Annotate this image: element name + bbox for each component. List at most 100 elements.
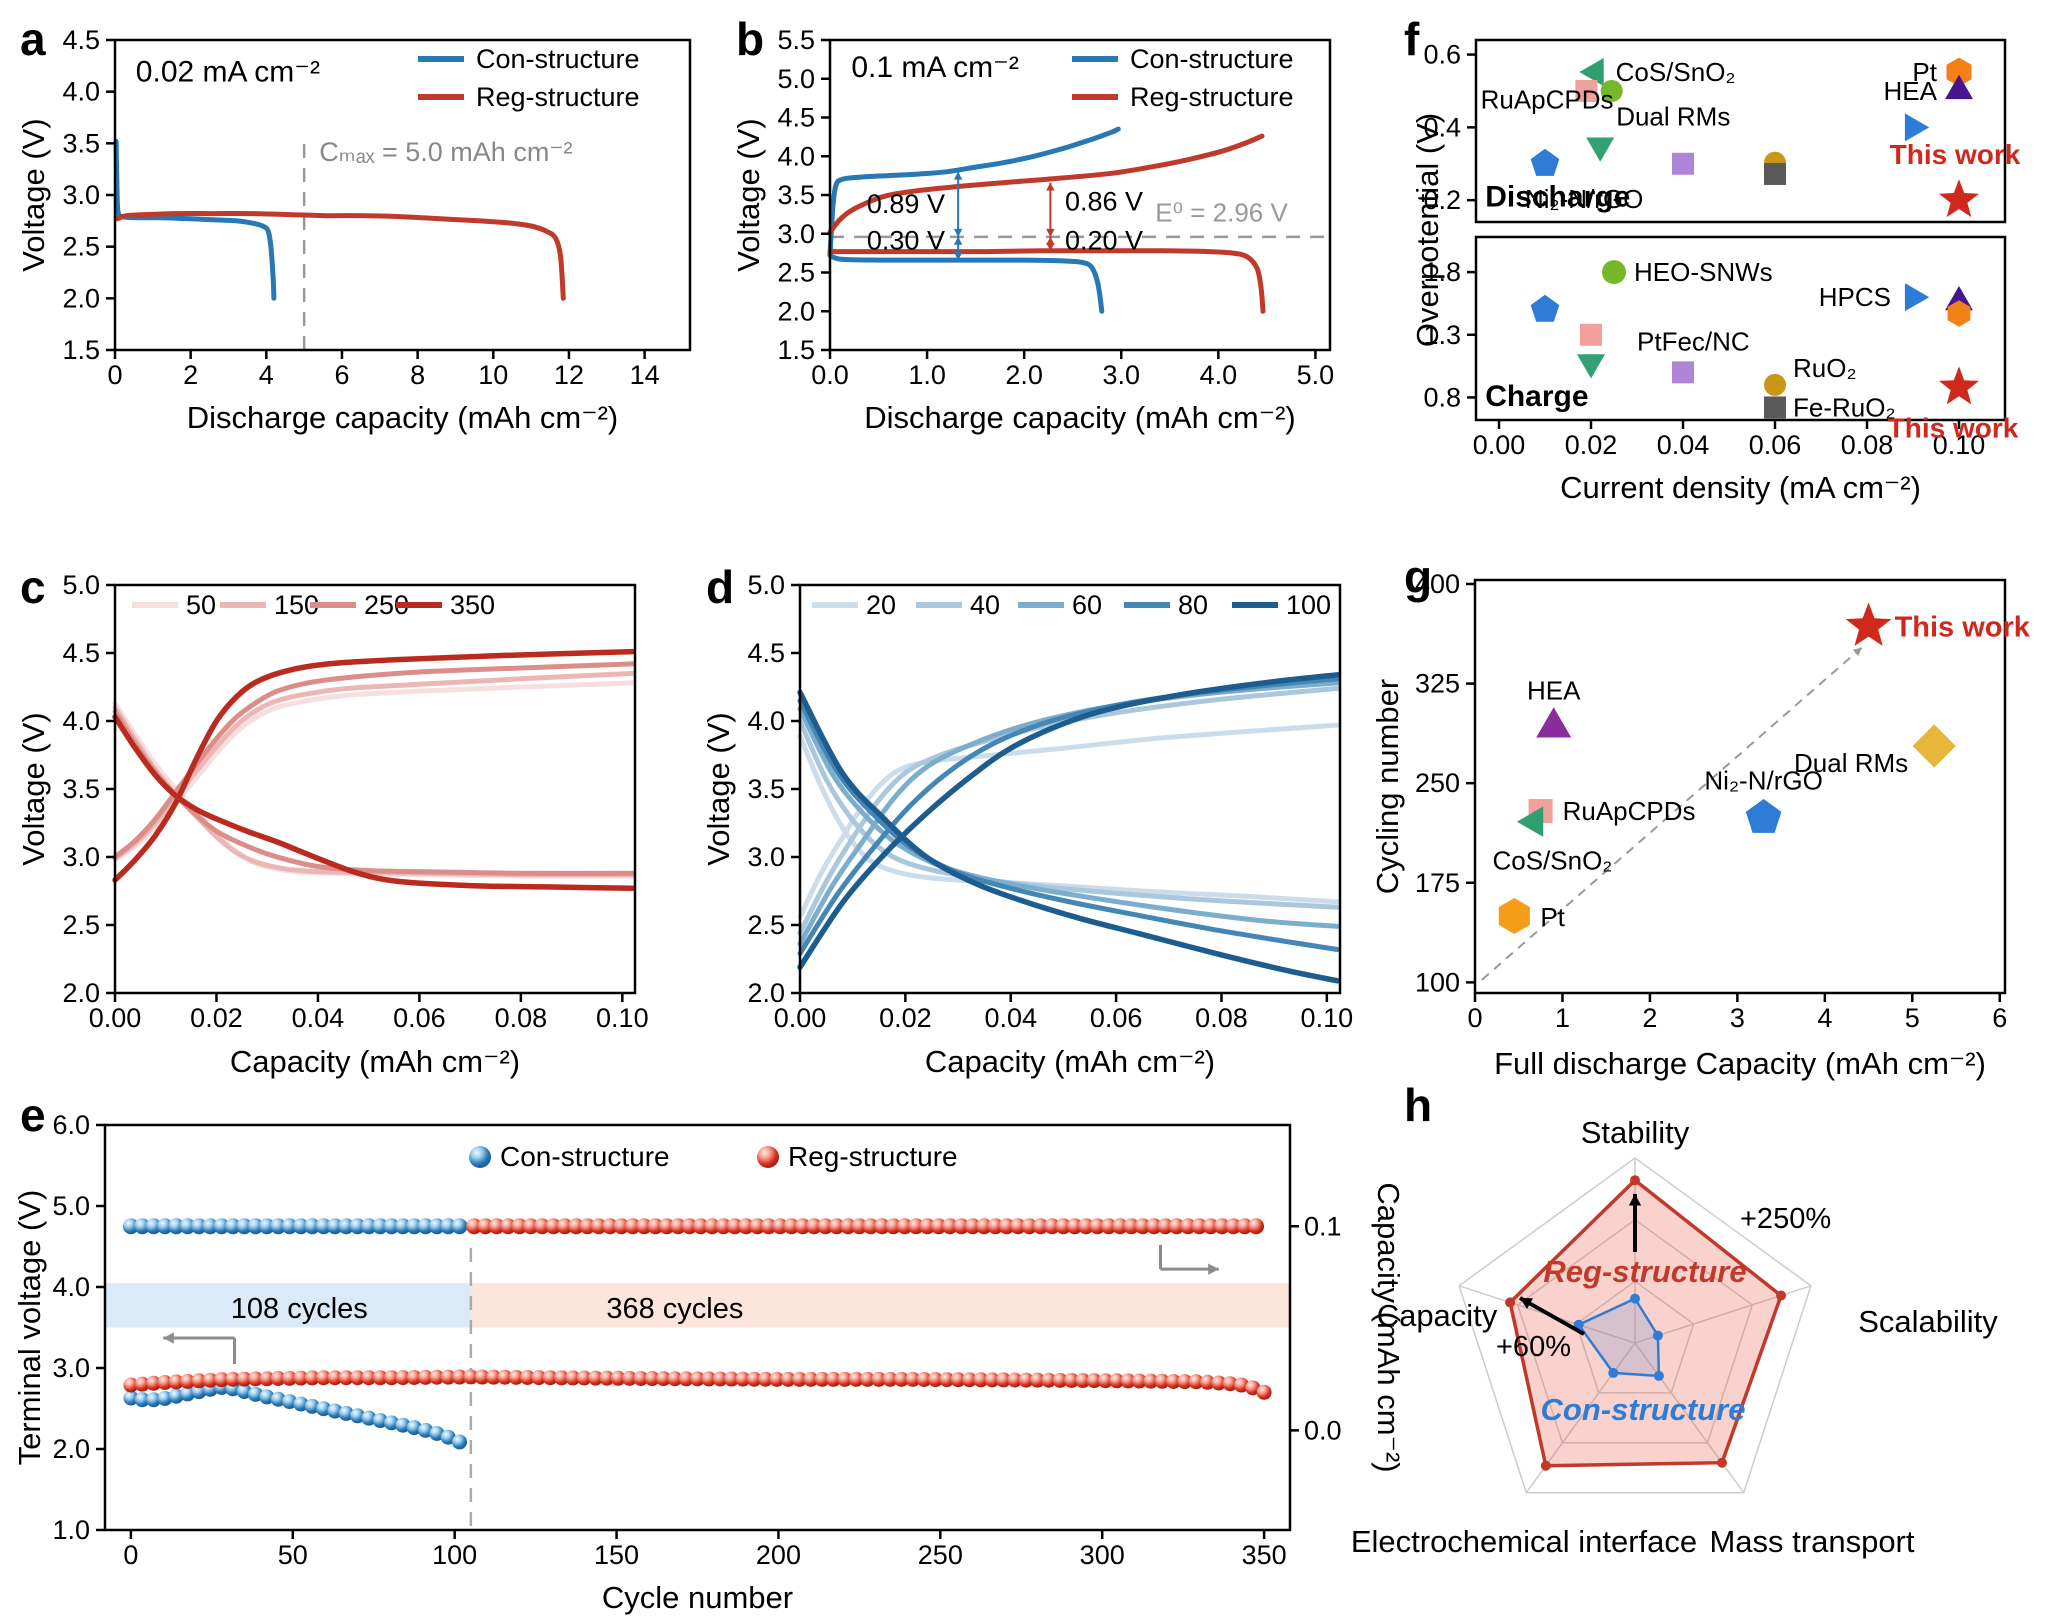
data-dot: [248, 1371, 264, 1387]
axis-box: [103, 1123, 1292, 1532]
legend-label: Reg-structure: [476, 82, 640, 112]
data-dot: [281, 1218, 298, 1235]
arrow-head-icon: [1852, 647, 1862, 657]
data-dot: [168, 1218, 185, 1235]
data-dot: [327, 1370, 343, 1386]
data-dot: [213, 1218, 230, 1235]
data-dot: [406, 1369, 422, 1385]
legend-label: Con-structure: [500, 1141, 670, 1172]
data-dot: [871, 1371, 887, 1387]
pentagon-marker-icon: [1530, 294, 1560, 322]
series-line: [797, 733, 1340, 905]
data-dot: [259, 1389, 275, 1405]
axis-box: [113, 583, 637, 995]
radar-vertex-dot: [1505, 1297, 1516, 1308]
x-tick-label: 0.04: [984, 1003, 1037, 1033]
y-tick-label: 4.0: [52, 1272, 90, 1302]
data-dot: [590, 1218, 607, 1235]
band-label: 368 cycles: [606, 1293, 743, 1325]
y-tick-label: 2.5: [62, 910, 100, 940]
radar-series: [1508, 1177, 1784, 1468]
data-dot: [1100, 1218, 1117, 1235]
radar-vertex-dot: [1630, 1293, 1640, 1304]
data-dot: [803, 1371, 819, 1387]
point-label: Fe-RuO₂: [1793, 392, 1896, 422]
data-dot: [282, 1394, 298, 1410]
data-dot: [794, 1218, 811, 1235]
radar-series: [1576, 1296, 1661, 1378]
data-dot: [372, 1218, 389, 1235]
panel-e: 108 cycles 368 cycles 0 50 100 150 200 250 300 35…: [12, 1110, 1406, 1615]
data-dot: [406, 1218, 423, 1235]
data-dot: [316, 1370, 332, 1386]
data-dot: [610, 1370, 626, 1386]
x-tick-label: 1.0: [908, 360, 946, 390]
series-line: [827, 133, 1265, 235]
annotation-text: E⁰ = 2.96 V: [1155, 197, 1288, 227]
data-dot: [862, 1218, 879, 1235]
data-dot: [998, 1218, 1015, 1235]
y-tick-label: 3.5: [747, 774, 785, 804]
data-dot: [350, 1408, 366, 1424]
data-dot: [520, 1369, 536, 1385]
data-dot: [806, 1218, 823, 1235]
data-dot: [1134, 1218, 1151, 1235]
data-dot: [1063, 1372, 1079, 1388]
x-tick-label: 6: [334, 360, 349, 390]
x-tick-label: 0: [123, 1540, 138, 1570]
data-dot: [463, 1369, 479, 1385]
y-tick-label: 3.0: [777, 219, 815, 249]
data-dot: [919, 1218, 936, 1235]
annotation-text: 0.89 V: [867, 189, 945, 219]
y-tick-label: 0.8: [1423, 382, 1461, 412]
y-axis-label: Voltage (V): [731, 118, 766, 271]
arrow-line: [1481, 646, 1863, 981]
y-tick-label: 0.6: [1423, 40, 1461, 70]
data-dot: [622, 1370, 638, 1386]
y-tick-label: 400: [1415, 569, 1460, 599]
data-dot: [1236, 1218, 1253, 1235]
data-dot: [1225, 1218, 1242, 1235]
panel-letter-h: h: [1404, 1079, 1433, 1131]
point-label: RuO₂: [1793, 353, 1857, 383]
data-dot: [225, 1371, 241, 1387]
square-marker-icon: [1672, 361, 1694, 384]
data-dot: [1248, 1218, 1265, 1235]
data-dot: [1021, 1218, 1038, 1235]
star-marker-icon: [1845, 602, 1892, 646]
panel-h-radar: Stability Scalability Mass transport Electr…: [1351, 1115, 1998, 1559]
right-tick-label: 0.1: [1304, 1211, 1342, 1241]
data-dot: [440, 1429, 456, 1445]
data-dot: [670, 1218, 687, 1235]
data-dot: [417, 1218, 434, 1235]
arrow-head-icon: [953, 252, 963, 261]
hexagon-marker-icon: [1498, 898, 1530, 934]
series-line: [797, 698, 1340, 952]
annotation-text: Con-structure: [1541, 1392, 1746, 1427]
series-line: [113, 138, 277, 301]
x-tick-label: 200: [756, 1540, 801, 1570]
data-dot: [157, 1374, 173, 1390]
x-tick-label: 0.10: [596, 1003, 649, 1033]
data-dot: [156, 1218, 173, 1235]
radar-axis-label: Stability: [1581, 1115, 1690, 1150]
band-label: 108 cycles: [231, 1293, 368, 1325]
data-dot: [953, 1218, 970, 1235]
data-dot: [644, 1371, 660, 1387]
diamond-marker-icon: [1912, 724, 1956, 768]
y-tick-label: 3.5: [62, 774, 100, 804]
square-marker-icon: [1672, 152, 1694, 175]
y-tick-label: 4.5: [777, 103, 815, 133]
y-tick-label: 3.0: [62, 180, 100, 210]
y-axis-label: Cycling number: [1370, 679, 1405, 894]
series-line: [112, 680, 635, 863]
series-line: [797, 718, 1340, 910]
series-line: [797, 689, 1341, 984]
y-axis-label: Voltage (V): [16, 118, 51, 271]
y-tick-label: 2.5: [62, 232, 100, 262]
data-dot: [1075, 1373, 1091, 1389]
axis-box: [1474, 38, 2007, 224]
data-dot: [780, 1371, 796, 1387]
radar-ring: [1516, 1218, 1754, 1444]
